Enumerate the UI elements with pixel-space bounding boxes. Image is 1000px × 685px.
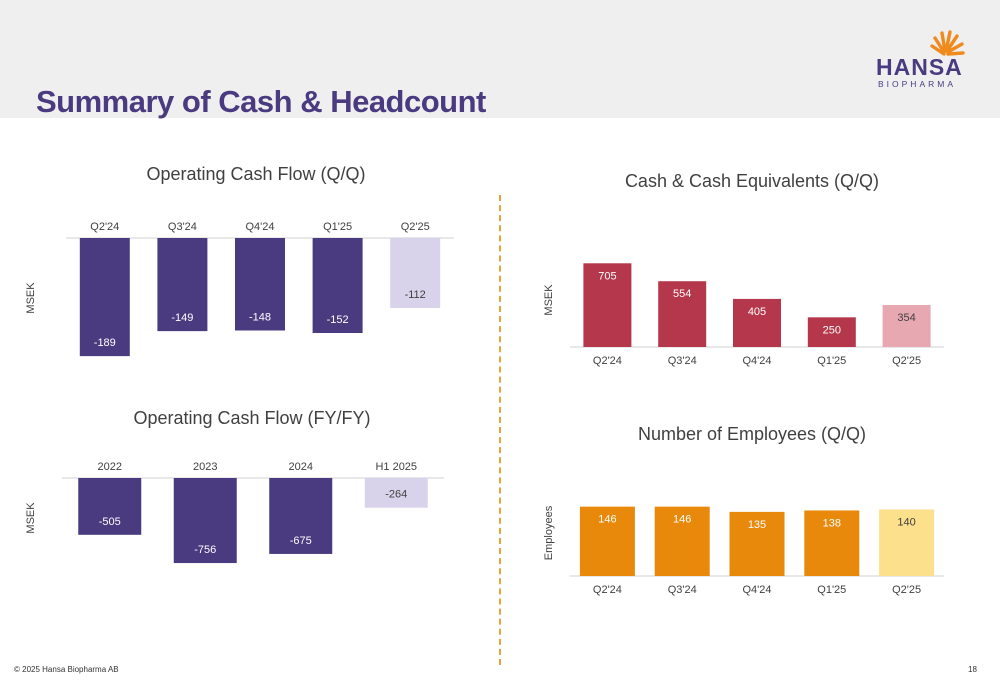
category-label-2024: 2024 [289,461,313,473]
bar-q3-24 [658,281,707,347]
bar-h1-2025 [364,478,428,508]
chart-title: Operating Cash Flow (Q/Q) [146,164,365,184]
data-label-q1-25: -152 [327,314,349,326]
data-label-q2-24: -189 [94,337,116,349]
data-label-q2-25: 354 [897,312,915,324]
data-label-q4-24: -148 [249,312,271,324]
data-label-2023: -756 [194,544,216,556]
category-label-q3-24: Q3'24 [668,584,697,596]
data-label-q1-25: 250 [823,324,841,336]
bar-q4-24 [733,298,781,347]
bar-q4-24 [729,511,785,576]
bar-q1-25 [804,510,860,576]
category-label-q1-25: Q1'25 [323,221,352,233]
chart-title: Cash & Cash Equivalents (Q/Q) [625,171,879,191]
data-label-q3-24: -149 [171,312,193,324]
bar-2024 [269,478,333,554]
data-label-q3-24: 146 [673,514,691,526]
y-axis-label: Employees [543,505,555,560]
category-label-2022: 2022 [98,461,122,473]
bar-2022 [78,478,142,535]
category-label-h1-2025: H1 2025 [375,461,417,473]
category-label-q1-25: Q1'25 [817,584,846,596]
bar-2023 [173,478,237,564]
bar-q3-24 [654,506,710,576]
y-axis-label: MSEK [543,284,555,316]
data-label-q2-25: -112 [405,289,426,301]
bar-q3-24 [157,238,208,332]
page-number: 18 [968,665,977,674]
data-label-h1-2025: -264 [385,489,407,501]
chart-title: Number of Employees (Q/Q) [638,424,866,444]
chart-operating-cash-flow-qq: Operating Cash Flow (Q/Q) MSEK -189 Q2'24 -1… [25,164,454,357]
data-label-q4-24: 135 [748,519,766,531]
category-label-q2-24: Q2'24 [90,221,119,233]
bar-q2-24 [579,506,635,576]
bar-q1-25 [807,317,856,347]
bar-q4-24 [235,238,285,331]
logo-wordmark: HANSA [876,54,963,80]
category-label-2023: 2023 [193,461,217,473]
category-label-q3-24: Q3'24 [168,221,197,233]
bar-q2-24 [79,238,130,357]
chart-operating-cash-flow-fyfy: Operating Cash Flow (FY/FY) MSEK -505 2022 -… [25,408,444,564]
category-label-q3-24: Q3'24 [668,355,697,367]
logo-subtitle: BIOPHARMA [878,79,957,89]
category-label-q2-24: Q2'24 [593,355,622,367]
bar-q2-25 [882,304,931,347]
data-label-q2-24: 146 [598,514,616,526]
data-label-q4-24: 405 [748,306,766,318]
header-band [0,0,1000,118]
data-label-q2-24: 705 [598,270,616,282]
category-label-q4-24: Q4'24 [742,355,771,367]
bar-q2-25 [390,238,441,308]
data-label-2022: -505 [99,516,121,528]
category-label-q2-24: Q2'24 [593,584,622,596]
chart-title: Operating Cash Flow (FY/FY) [133,408,370,428]
category-label-q4-24: Q4'24 [245,221,274,233]
category-label-q2-25: Q2'25 [892,355,921,367]
data-label-q3-24: 554 [673,288,691,300]
bar-q2-25 [879,509,935,576]
sunburst-icon [930,30,965,56]
section-divider [499,195,501,665]
company-logo: HANSA BIOPHARMA [874,28,974,92]
category-label-q2-25: Q2'25 [401,221,430,233]
footer-copyright: © 2025 Hansa Biopharma AB [14,665,119,674]
chart-cash-equivalents-qq: Cash & Cash Equivalents (Q/Q) MSEK 705 Q2'2… [543,171,944,367]
bar-q1-25 [312,238,363,333]
chart-number-of-employees-qq: Number of Employees (Q/Q) Employees 146 Q2'… [543,424,944,596]
y-axis-label: MSEK [25,282,37,314]
data-label-2024: -675 [290,535,312,547]
category-label-q4-24: Q4'24 [742,584,771,596]
y-axis-label: MSEK [25,502,37,534]
category-label-q1-25: Q1'25 [817,355,846,367]
bar-q2-24 [583,263,632,347]
page-title: Summary of Cash & Headcount [36,84,486,119]
category-label-q2-25: Q2'25 [892,584,921,596]
data-label-q1-25: 138 [823,517,841,529]
data-label-q2-25: 140 [897,517,915,529]
